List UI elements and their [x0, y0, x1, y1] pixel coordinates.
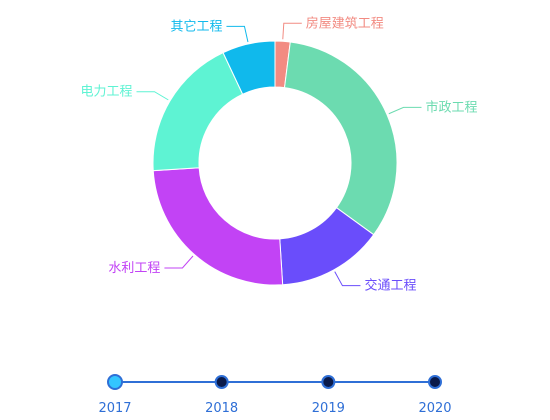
donut-slice [152, 167, 284, 286]
donut-slice [152, 51, 244, 172]
label-leader-line [334, 271, 361, 287]
timeline-year-label[interactable]: 2020 [418, 401, 451, 416]
timeline-year-dot[interactable] [107, 374, 123, 390]
timeline-year-label[interactable]: 2017 [98, 401, 131, 416]
label-leader-line [164, 255, 194, 269]
timeline-year-dot[interactable] [321, 375, 336, 389]
slice-label: 房屋建筑工程 [306, 15, 384, 31]
label-leader-line [388, 106, 422, 115]
slice-label: 水利工程 [108, 261, 160, 276]
donut-slice [283, 41, 398, 236]
label-leader-line [136, 91, 169, 101]
timeline-year-dot[interactable] [428, 375, 442, 389]
timeline-year-label[interactable]: 2019 [312, 401, 345, 416]
slice-label: 电力工程 [80, 85, 132, 100]
slice-label: 交通工程 [364, 278, 416, 294]
year-timeline: 2017 2018 2019 2020 [98, 374, 452, 416]
slice-label: 市政工程 [425, 99, 477, 115]
label-leader-line [282, 22, 302, 40]
timeline-year-dot[interactable] [214, 375, 229, 389]
label-leader-line [226, 25, 249, 43]
donut-slices [152, 40, 398, 286]
donut-slice [222, 40, 276, 95]
slice-label: 其它工程 [170, 18, 222, 34]
timeline-year-label[interactable]: 2018 [205, 401, 238, 416]
